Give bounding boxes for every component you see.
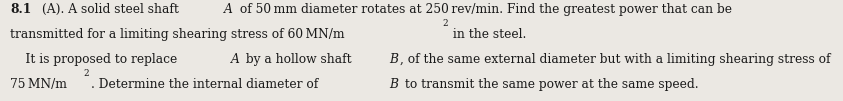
- Text: It is proposed to replace: It is proposed to replace: [10, 53, 181, 66]
- Text: . Determine the internal diameter of: . Determine the internal diameter of: [91, 78, 322, 91]
- Text: A: A: [231, 53, 239, 66]
- Text: of 50 mm diameter rotates at 250 rev/min. Find the greatest power that can be: of 50 mm diameter rotates at 250 rev/min…: [236, 3, 732, 16]
- Text: 75 MN/m: 75 MN/m: [10, 78, 67, 91]
- Text: (A). A solid steel shaft: (A). A solid steel shaft: [38, 3, 182, 16]
- Text: transmitted for a limiting shearing stress of 60 MN/m: transmitted for a limiting shearing stre…: [10, 28, 345, 41]
- Text: A: A: [224, 3, 234, 16]
- Text: 2: 2: [442, 19, 448, 28]
- Text: to transmit the same power at the same speed.: to transmit the same power at the same s…: [400, 78, 698, 91]
- Text: B: B: [389, 53, 398, 66]
- Text: 8.1: 8.1: [10, 3, 31, 16]
- Text: 2: 2: [83, 69, 89, 78]
- Text: B: B: [389, 78, 398, 91]
- Text: in the steel.: in the steel.: [449, 28, 527, 41]
- Text: by a hollow shaft: by a hollow shaft: [243, 53, 356, 66]
- Text: , of the same external diameter but with a limiting shearing stress of: , of the same external diameter but with…: [400, 53, 831, 66]
